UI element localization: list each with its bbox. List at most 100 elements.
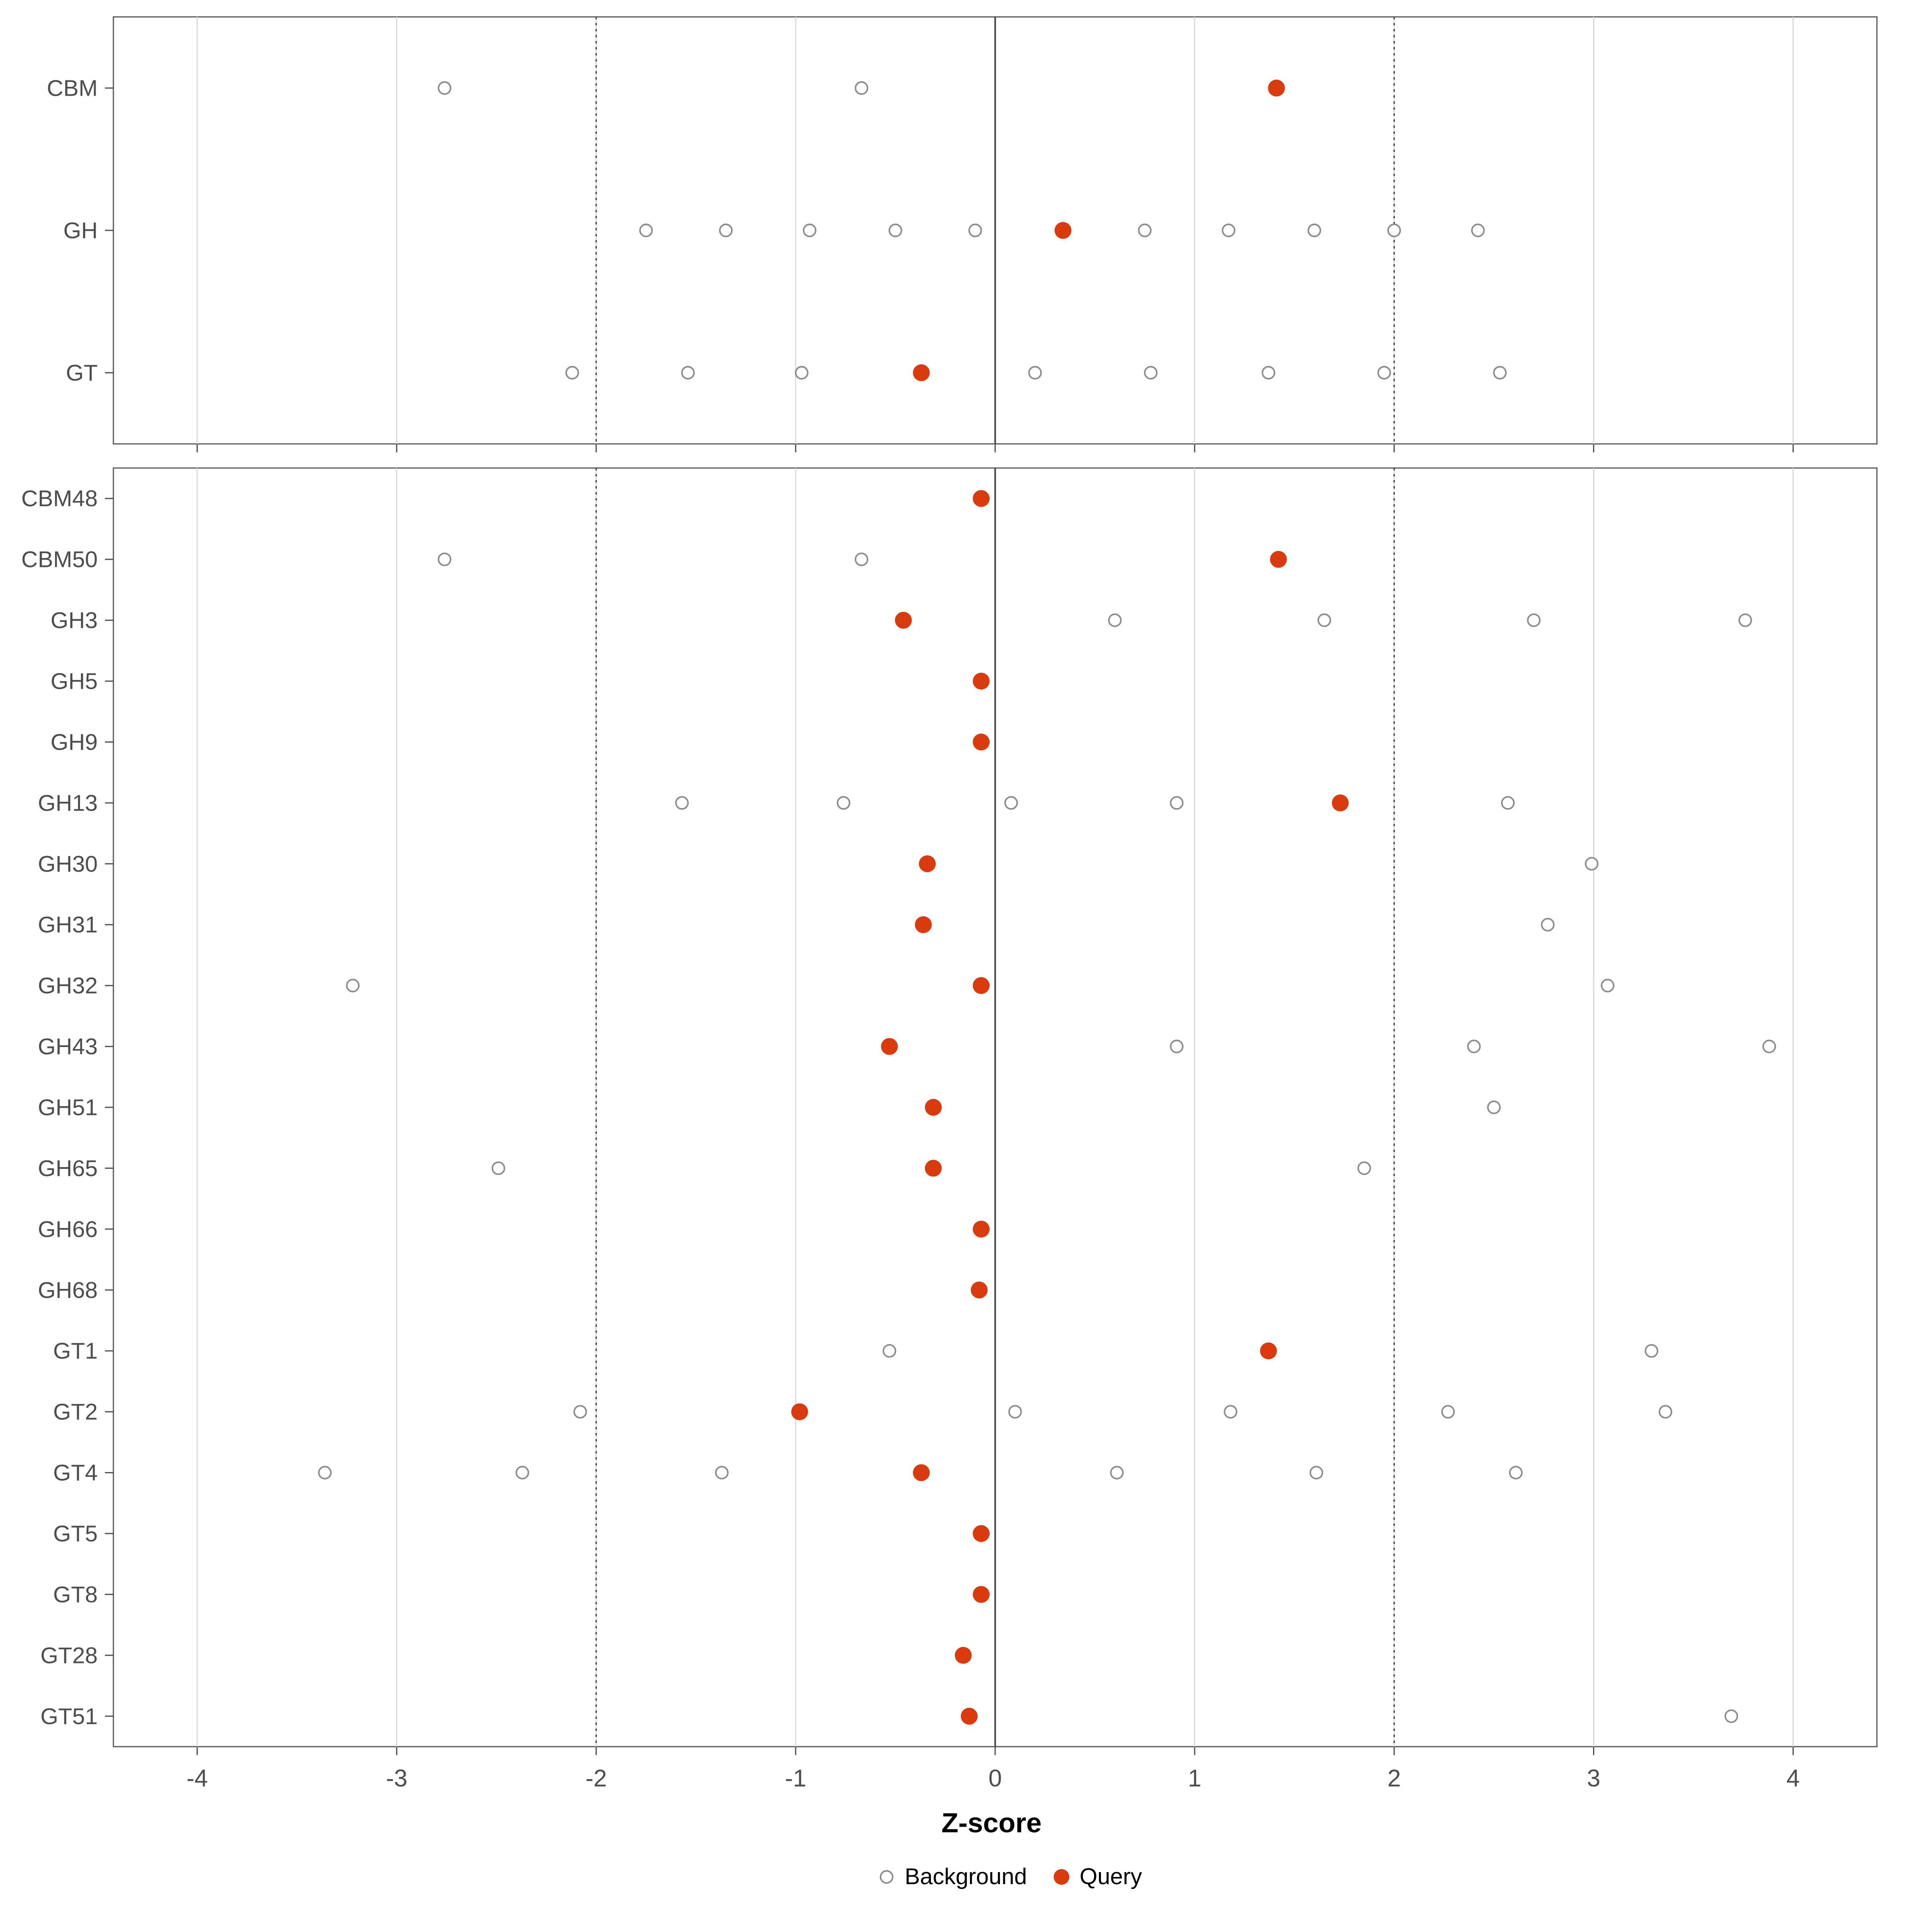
background-point — [1493, 366, 1507, 380]
background-point — [437, 552, 452, 567]
background-point — [639, 224, 653, 237]
row-label-GT2: GT2 — [53, 1399, 98, 1425]
row-label-GH5: GH5 — [51, 669, 98, 694]
x-tick-label: -2 — [585, 1765, 607, 1792]
background-point — [1004, 796, 1018, 810]
row-label-GH9: GH9 — [51, 729, 98, 755]
background-point — [1487, 1100, 1501, 1114]
query-point — [955, 1647, 972, 1664]
row-label-GT28: GT28 — [40, 1643, 98, 1668]
legend-query-marker — [1053, 1869, 1070, 1885]
x-tick-label: -4 — [187, 1765, 208, 1792]
row-label-GH30: GH30 — [38, 851, 98, 877]
query-point — [919, 855, 936, 873]
background-point — [573, 1405, 587, 1419]
background-point — [1108, 613, 1122, 627]
background-point — [1659, 1405, 1673, 1419]
x-tick-label: 2 — [1388, 1765, 1401, 1792]
query-point — [915, 916, 932, 933]
row-label-CBM: CBM — [47, 76, 98, 101]
row-label-GT1: GT1 — [53, 1338, 98, 1364]
x-tick-label: 3 — [1587, 1765, 1600, 1792]
query-point — [973, 490, 990, 507]
background-point — [1509, 1466, 1523, 1480]
background-point — [1307, 224, 1321, 237]
row-label-GT5: GT5 — [53, 1521, 98, 1547]
query-point — [971, 1281, 988, 1299]
query-point — [973, 1586, 990, 1603]
row-label-GH51: GH51 — [38, 1095, 98, 1121]
legend-background-marker — [880, 1870, 893, 1884]
background-point — [1471, 224, 1485, 237]
background-point — [318, 1466, 332, 1480]
background-point — [675, 796, 689, 810]
background-point — [681, 366, 695, 380]
background-point — [1541, 918, 1555, 932]
query-point — [973, 977, 990, 994]
background-point — [883, 1344, 896, 1358]
x-axis-title: Z-score — [941, 1807, 1041, 1838]
background-point — [1738, 613, 1752, 627]
background-point — [715, 1466, 729, 1480]
query-point — [791, 1403, 808, 1421]
row-label-GT: GT — [66, 360, 98, 386]
query-point — [925, 1160, 942, 1177]
query-point — [1332, 794, 1349, 811]
background-point — [491, 1161, 505, 1175]
background-point — [1762, 1039, 1776, 1053]
query-point — [973, 1220, 990, 1238]
background-point — [1467, 1039, 1481, 1053]
query-point — [895, 612, 912, 629]
background-point — [1222, 224, 1236, 237]
background-point — [888, 224, 902, 237]
row-label-GH3: GH3 — [51, 608, 98, 633]
query-point — [925, 1099, 942, 1116]
background-point — [1387, 224, 1401, 237]
background-point — [795, 366, 809, 380]
background-point — [1724, 1709, 1738, 1723]
row-label-GH65: GH65 — [38, 1156, 98, 1181]
legend: Background Query — [880, 1864, 1142, 1889]
background-point — [1261, 366, 1275, 380]
x-tick-label: -1 — [785, 1765, 806, 1792]
query-point — [973, 733, 990, 751]
background-point — [1224, 1405, 1238, 1419]
query-point — [1270, 551, 1287, 568]
row-label-GT51: GT51 — [40, 1704, 98, 1729]
background-point — [1309, 1466, 1323, 1480]
background-point — [1008, 1405, 1022, 1419]
background-point — [1170, 1039, 1184, 1053]
x-tick-label: 1 — [1188, 1765, 1201, 1792]
background-point — [968, 224, 982, 237]
row-label-CBM50: CBM50 — [21, 547, 98, 573]
query-point — [913, 1464, 930, 1481]
x-tick-label: 4 — [1786, 1765, 1800, 1792]
background-point — [346, 979, 360, 993]
query-point — [1268, 80, 1285, 96]
background-point — [854, 552, 868, 567]
x-tick-label: -3 — [386, 1765, 407, 1792]
legend-query-label: Query — [1080, 1864, 1142, 1889]
row-label-GH32: GH32 — [38, 973, 98, 999]
background-point — [437, 81, 452, 95]
row-label-CBM48: CBM48 — [21, 486, 98, 511]
axis-layer: CBM GH GT CBM48 CBM50 GH3 GH5 GH9 GH13 GH30 GH31 GH… — [21, 76, 1800, 1792]
row-label-GH31: GH31 — [38, 912, 98, 938]
query-point — [1054, 222, 1072, 239]
background-point — [1501, 796, 1515, 810]
background-point — [565, 366, 579, 380]
background-point — [1377, 366, 1391, 380]
query-point — [1260, 1342, 1277, 1359]
background-point — [854, 81, 868, 95]
background-point — [1585, 857, 1599, 871]
row-label-GH: GH — [64, 218, 98, 244]
row-label-GH68: GH68 — [38, 1277, 98, 1303]
row-label-GH66: GH66 — [38, 1216, 98, 1242]
background-point — [1028, 366, 1042, 380]
background-point — [1138, 224, 1152, 237]
legend-background-label: Background — [905, 1864, 1027, 1889]
background-point — [803, 224, 817, 237]
background-point — [1527, 613, 1541, 627]
